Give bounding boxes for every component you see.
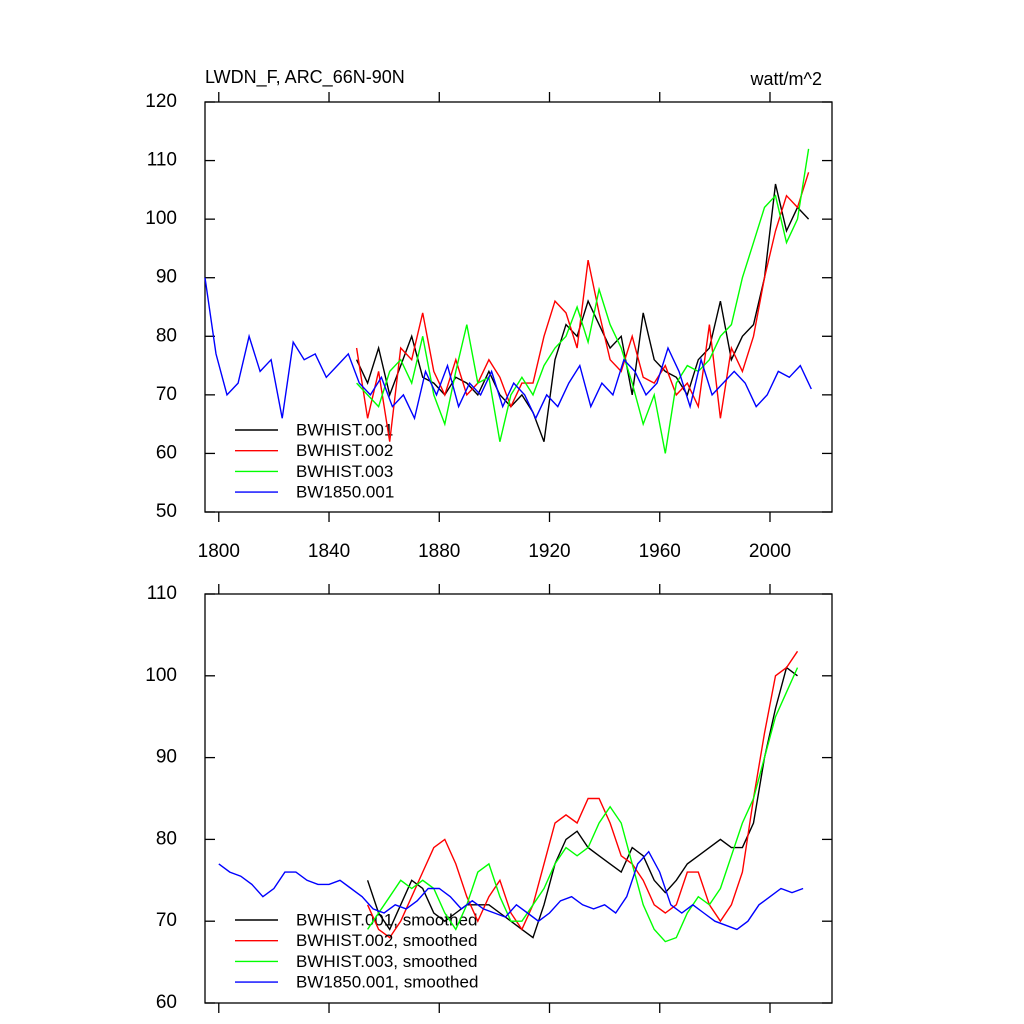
plot-frame	[204, 593, 833, 1004]
y-tick-label: 100	[145, 208, 177, 229]
x-tick-label: 2000	[749, 541, 791, 562]
x-tick-label: 1920	[528, 541, 570, 562]
legend-label: BWHIST.001	[296, 420, 393, 439]
legend-label: BWHIST.003, smoothed	[296, 952, 477, 971]
y-tick-label: 110	[147, 583, 177, 604]
data-line	[355, 183, 810, 442]
y-tick-label: 120	[145, 91, 177, 112]
data-line	[204, 277, 812, 421]
chart-title: LWDN_F, ARC_66N-90N	[205, 67, 405, 88]
x-tick-label: 1800	[198, 541, 240, 562]
legend-label: BW1850.001	[296, 483, 394, 502]
y-tick-label: 70	[156, 384, 177, 405]
y-tick-label: 80	[156, 828, 177, 849]
y-tick-label: 80	[156, 325, 177, 346]
legend-label: BWHIST.003	[296, 462, 393, 481]
data-line	[367, 667, 799, 943]
data-line	[366, 666, 798, 939]
legend-label: BWHIST.002	[296, 441, 393, 460]
y-tick-label: 60	[156, 442, 177, 463]
y-tick-label: 90	[156, 747, 177, 768]
legend-label: BWHIST.002, smoothed	[296, 931, 477, 950]
units-label: watt/m^2	[750, 69, 822, 89]
x-tick-label: 1960	[639, 541, 681, 562]
y-tick-label: 90	[156, 267, 177, 288]
y-tick-label: 70	[156, 910, 177, 931]
data-line	[355, 172, 810, 442]
y-tick-label: 60	[156, 992, 177, 1013]
data-line	[218, 850, 804, 931]
legend-label: BWHIST.001, smoothed	[296, 910, 477, 929]
x-tick-label: 1840	[308, 541, 350, 562]
y-tick-label: 110	[147, 150, 177, 171]
legend-label: BW1850.001, smoothed	[296, 973, 478, 992]
y-tick-label: 50	[156, 501, 177, 522]
x-tick-label: 1880	[418, 541, 460, 562]
plot-frame	[204, 101, 833, 513]
y-tick-label: 100	[145, 665, 177, 686]
data-line	[366, 650, 799, 939]
